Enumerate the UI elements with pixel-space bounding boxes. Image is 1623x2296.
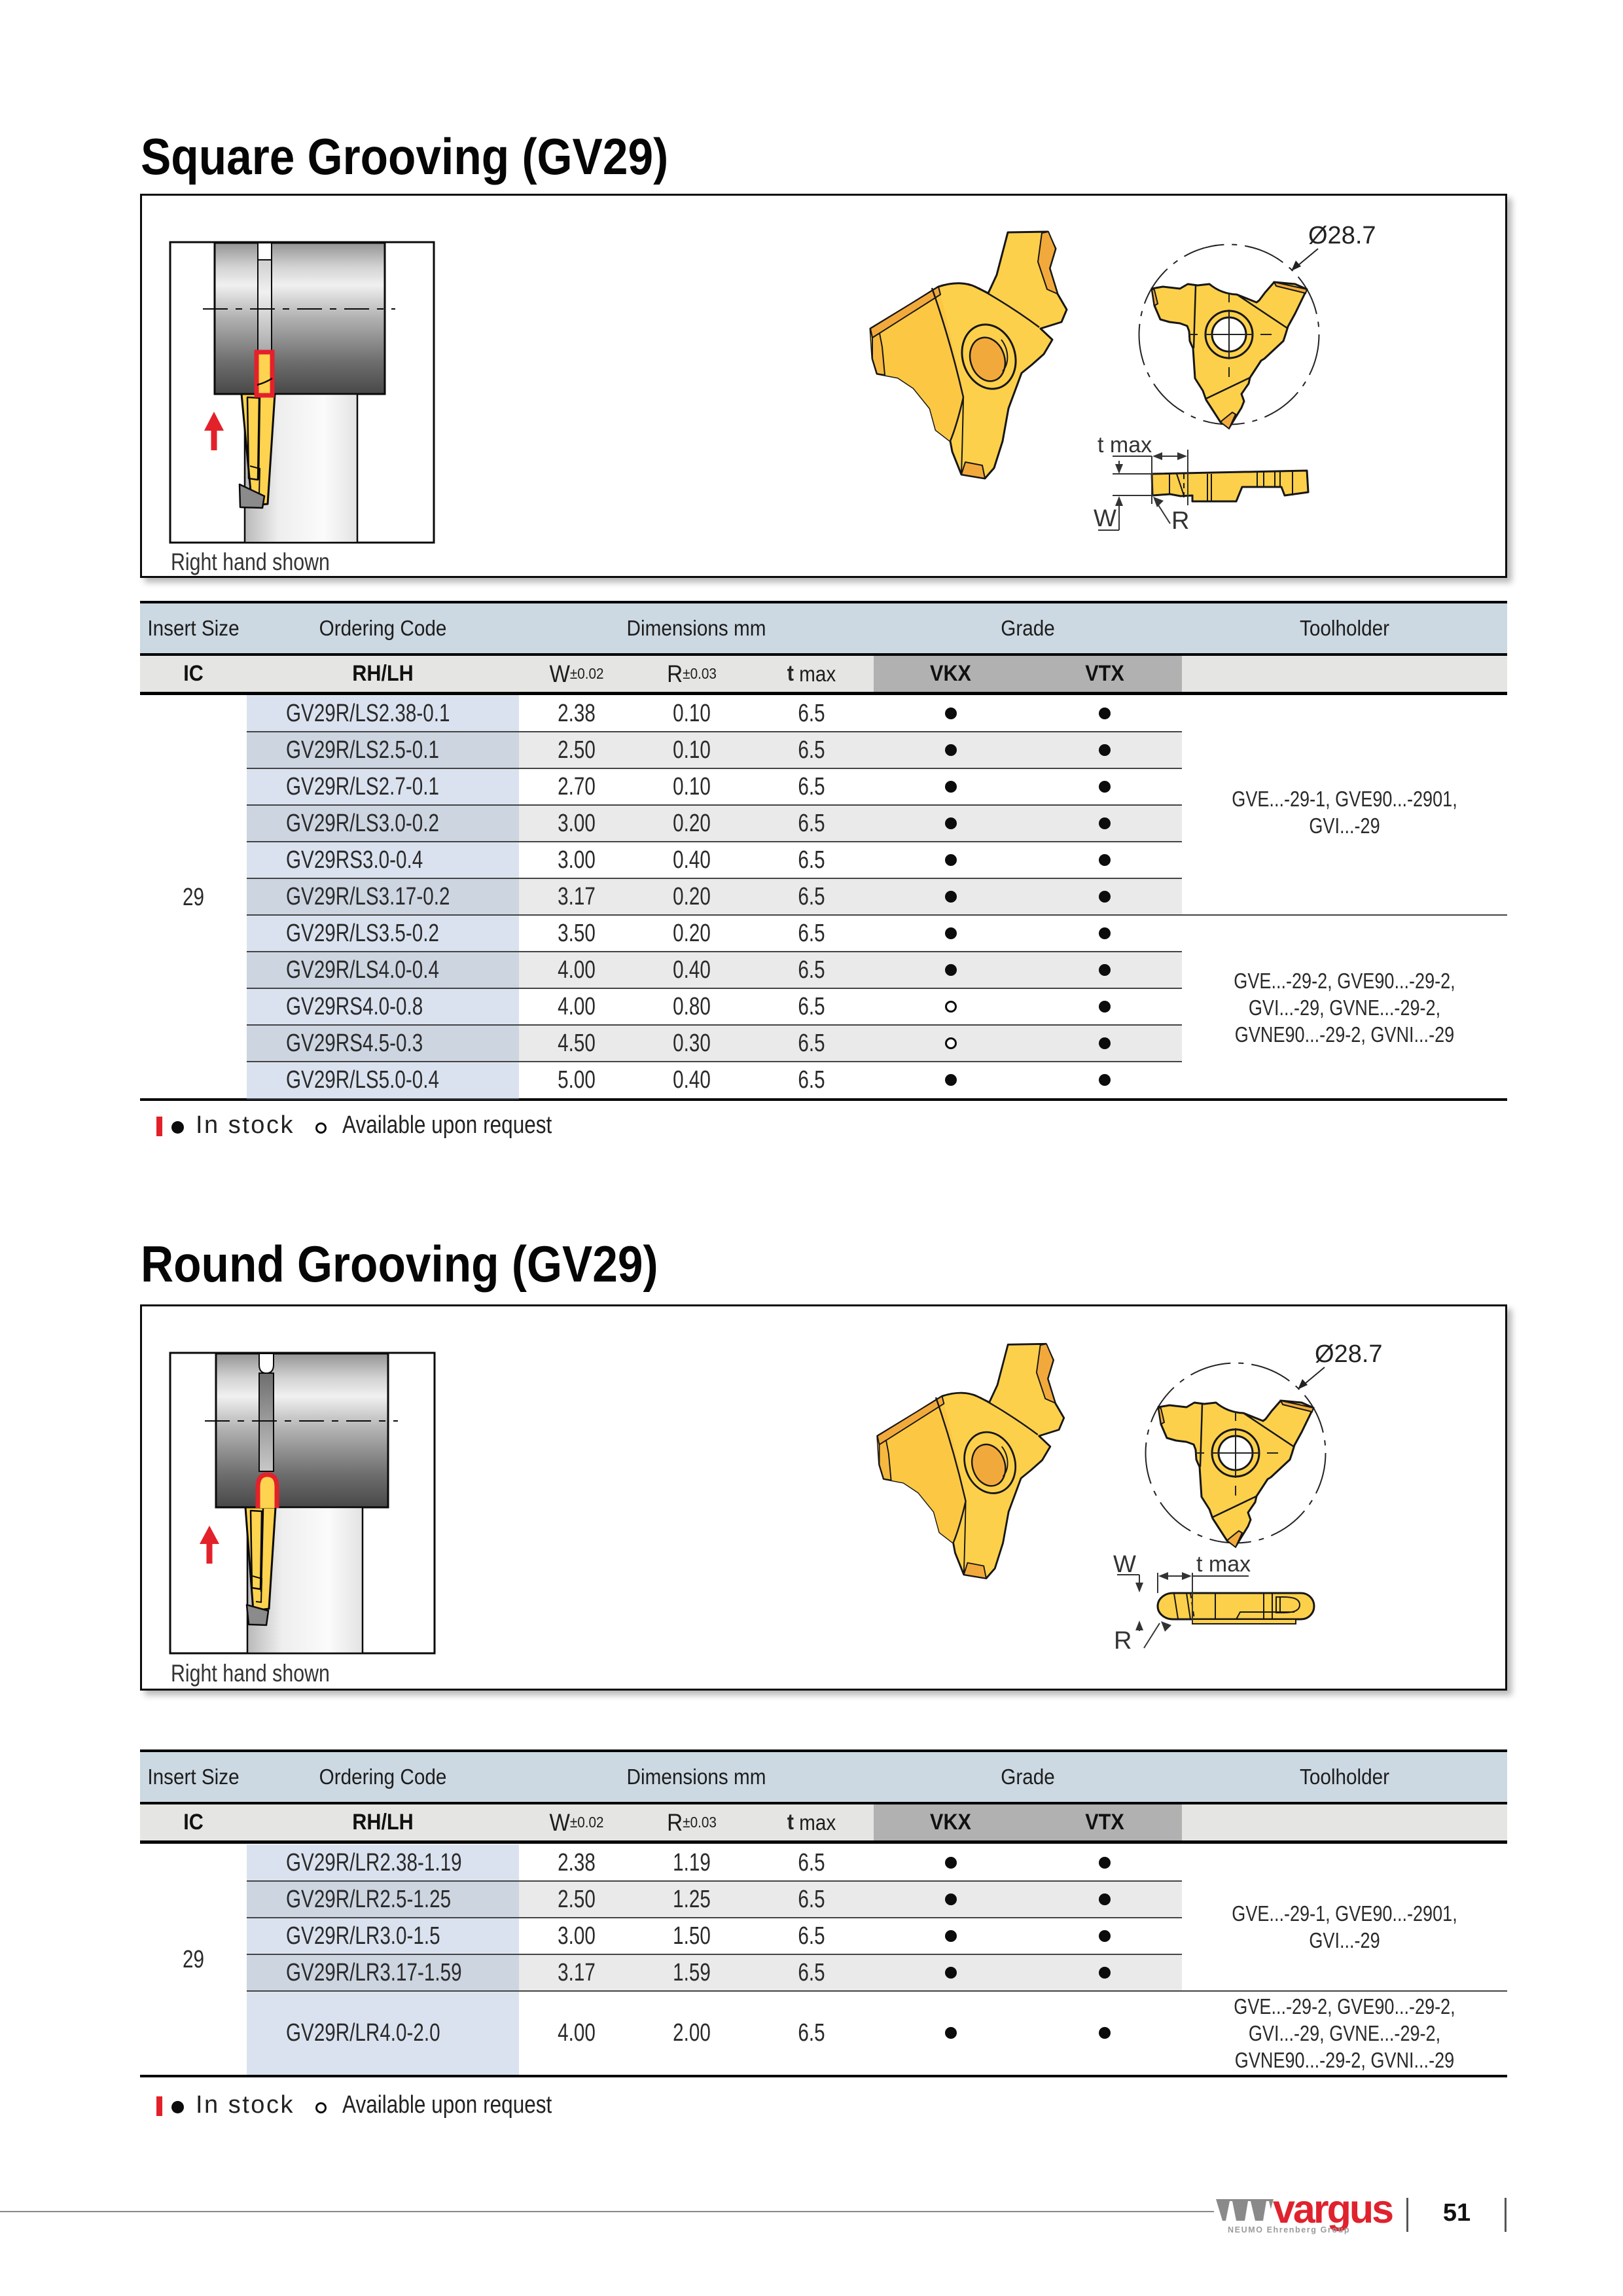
svg-text:Ø28.7: Ø28.7: [1315, 1340, 1383, 1368]
svg-text:NEUMO Ehrenberg Group: NEUMO Ehrenberg Group: [1228, 2225, 1350, 2234]
svg-text:W: W: [1113, 1551, 1136, 1577]
svg-text:vargus: vargus: [1273, 2187, 1393, 2231]
svg-text:R: R: [1171, 507, 1189, 535]
svg-text:t max: t max: [1196, 1552, 1251, 1577]
svg-text:t max: t max: [1097, 433, 1152, 457]
svg-text:W: W: [1094, 505, 1116, 531]
svg-text:R: R: [1114, 1627, 1132, 1655]
svg-text:Ø28.7: Ø28.7: [1308, 222, 1376, 249]
